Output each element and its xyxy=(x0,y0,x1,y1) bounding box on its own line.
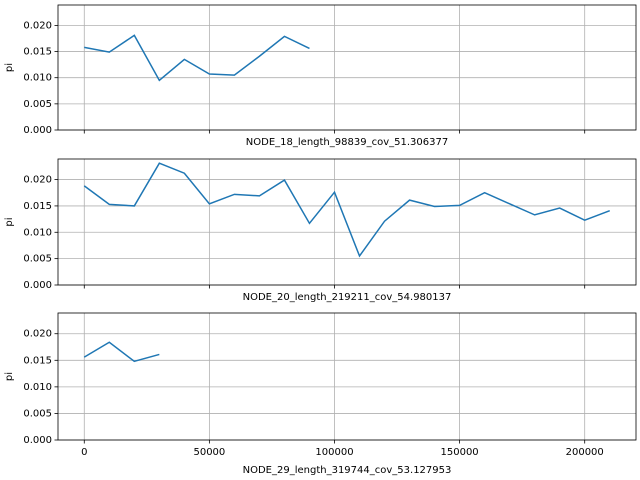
x-tick-label: 200000 xyxy=(566,447,604,458)
y-tick-label: 0.015 xyxy=(23,201,52,212)
line xyxy=(83,341,160,363)
y-tick-label: 0.015 xyxy=(23,355,52,366)
plot-frame xyxy=(57,4,637,131)
y-tick-label: 0.020 xyxy=(23,20,52,31)
y-tick-label: 0.005 xyxy=(23,99,52,110)
y-tick-label: 0.010 xyxy=(23,227,52,238)
y-tick-label: 0.015 xyxy=(23,47,52,58)
x-axis-label: NODE_20_length_219211_cov_54.980137 xyxy=(243,292,452,303)
y-tick-label: 0.020 xyxy=(23,175,52,186)
line xyxy=(83,162,610,258)
y-tick-label: 0.020 xyxy=(23,329,52,340)
y-tick-label: 0.005 xyxy=(23,408,52,419)
plot-frame xyxy=(57,158,637,286)
plot-frame xyxy=(57,312,637,441)
y-tick-label: 0.010 xyxy=(23,382,52,393)
x-axis-label: NODE_29_length_319744_cov_53.127953 xyxy=(243,465,452,476)
line xyxy=(84,34,310,82)
y-tick-label: 0.005 xyxy=(23,254,52,265)
x-tick-label: 50000 xyxy=(193,447,225,458)
x-tick-label: 150000 xyxy=(441,447,479,458)
y-axis-label: pi xyxy=(4,372,15,381)
y-tick-label: 0.010 xyxy=(23,73,52,84)
x-tick-label: 0 xyxy=(81,447,87,458)
x-tick-label: 100000 xyxy=(315,447,353,458)
y-axis-label: pi xyxy=(4,63,15,72)
x-axis-label: NODE_18_length_98839_cov_51.306377 xyxy=(246,137,448,148)
y-tick-label: 0.000 xyxy=(23,435,52,446)
y-tick-label: 0.000 xyxy=(23,280,52,291)
y-tick-label: 0.000 xyxy=(23,125,52,136)
y-axis-label: pi xyxy=(4,217,15,226)
